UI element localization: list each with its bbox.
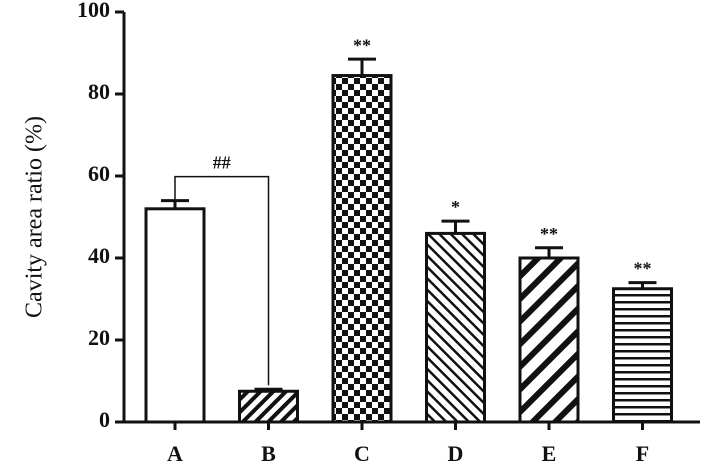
comparison-label: ##: [213, 153, 231, 173]
y-axis-label: Cavity area ratio (%): [22, 116, 48, 318]
x-tick-label: D: [448, 441, 464, 466]
significance-label: *: [451, 197, 460, 217]
y-tick-label: 40: [88, 243, 110, 268]
bar: [612, 287, 673, 424]
bar: [518, 256, 580, 424]
y-tick-label: 20: [88, 325, 110, 350]
significance-label: **: [634, 259, 652, 279]
significance-label: **: [353, 35, 371, 55]
x-tick-label: C: [354, 441, 370, 466]
bar: [331, 74, 393, 424]
x-tick-label: E: [542, 441, 557, 466]
y-tick-label: 60: [88, 161, 110, 186]
significance-label: **: [540, 224, 558, 244]
y-tick-label: 0: [99, 407, 110, 432]
x-tick-label: B: [261, 441, 276, 466]
x-tick-label: A: [167, 441, 183, 466]
comparison-bracket: [174, 175, 270, 386]
bar: [425, 231, 486, 424]
y-tick-label: 80: [88, 79, 110, 104]
y-tick-label: 100: [77, 0, 110, 22]
bar: [144, 207, 206, 424]
x-tick-label: F: [636, 441, 649, 466]
bar: [238, 389, 299, 424]
